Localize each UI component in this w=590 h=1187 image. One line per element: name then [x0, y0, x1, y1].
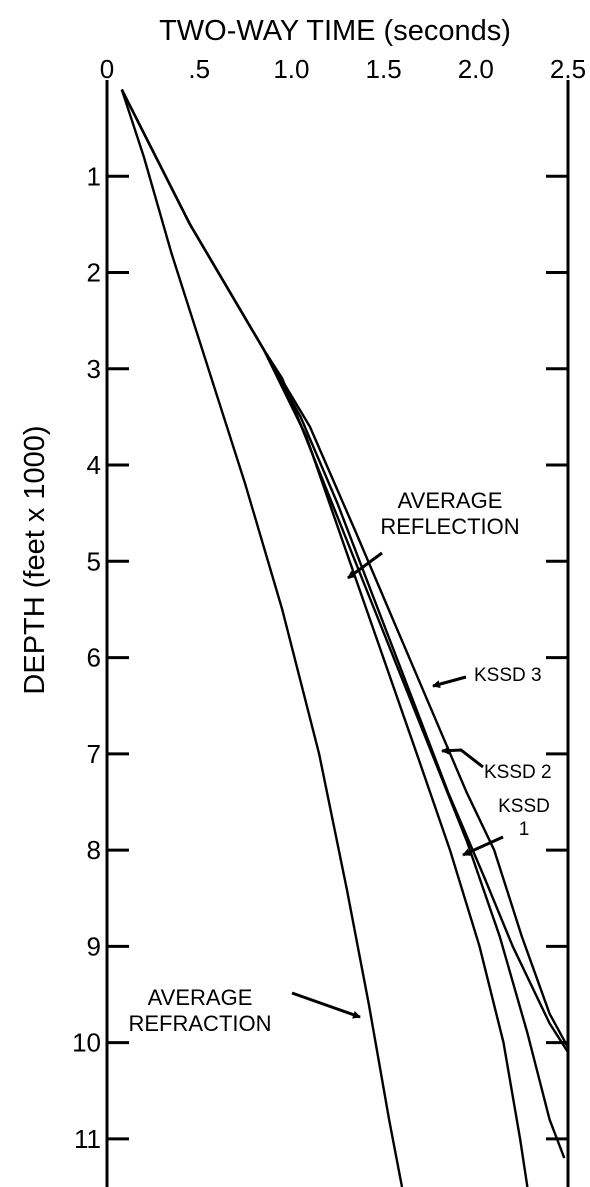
x-tick-label: 0 [100, 54, 114, 84]
annotation-refraction-line: AVERAGE [148, 985, 253, 1010]
y-tick-label: 8 [87, 835, 101, 865]
x-tick-label: 1.5 [366, 54, 402, 84]
y-tick-label: 4 [87, 450, 101, 480]
x-tick-label: 2.0 [458, 54, 494, 84]
annotation-kssd3-arrow [432, 675, 467, 689]
y-tick-label: 3 [87, 354, 101, 384]
y-tick-label: 6 [87, 643, 101, 673]
x-tick-label: .5 [188, 54, 210, 84]
annotation-kssd1-line: KSSD [498, 796, 550, 817]
annotation-kssd2-line: KSSD 2 [484, 762, 552, 783]
plot-frame [105, 80, 570, 1187]
axis-ticks: 0 .5 1.0 1.5 2.0 2.5 1 2 3 4 5 6 7 8 9 10 11 [72, 54, 586, 1154]
y-tick-label: 2 [87, 258, 101, 288]
curve-kssd-2 [120, 89, 570, 1053]
y-axis-title: DEPTH (feet x 1000) [19, 425, 51, 694]
y-tick-label: 7 [87, 739, 101, 769]
curve-average-refraction [120, 89, 404, 1187]
x-tick-label: 2.5 [550, 54, 586, 84]
y-tick-label: 5 [87, 546, 101, 576]
y-tick-label: 11 [74, 1124, 101, 1154]
annotation-reflection-line: REFLECTION [380, 514, 519, 539]
annotation-kssd1-arrow [462, 835, 504, 857]
curves [120, 89, 570, 1187]
annotation-kssd3-line: KSSD 3 [474, 665, 542, 686]
annotation-reflection-line: AVERAGE [398, 488, 503, 513]
axis-labels: TWO-WAY TIME (seconds) DEPTH (feet x 100… [19, 15, 511, 695]
x-tick-label: 1.0 [273, 54, 309, 84]
y-tick-label: 10 [72, 1028, 101, 1058]
annotation-refraction-arrow [291, 991, 361, 1019]
y-tick-label: 9 [87, 931, 101, 961]
annotation-kssd2-arrow [441, 746, 484, 769]
y-tick-label: 1 [87, 161, 101, 191]
annotation-refraction-line: REFRACTION [129, 1011, 272, 1036]
curve-kssd-3 [120, 89, 570, 1048]
x-axis-title: TWO-WAY TIME (seconds) [159, 15, 511, 47]
annotation-kssd1-line: 1 [519, 819, 530, 840]
annotation-reflection-arrow [347, 551, 383, 580]
